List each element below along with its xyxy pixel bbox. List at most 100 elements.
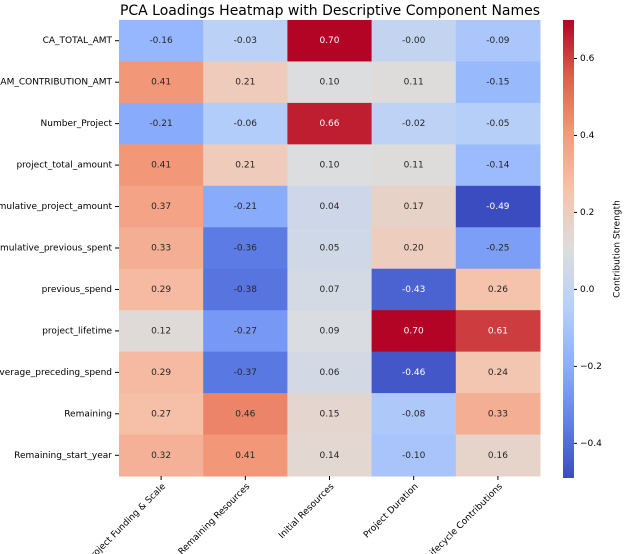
y-tick-label: Remaining <box>64 409 112 419</box>
heatmap-cell <box>203 20 288 62</box>
heatmap-cell <box>119 20 204 62</box>
heatmap-cell <box>371 61 457 104</box>
cell-label: 0.70 <box>319 36 339 46</box>
cell-label: 0.29 <box>151 368 171 378</box>
heatmap-cell <box>287 393 373 436</box>
cell-label: -0.37 <box>234 368 257 378</box>
x-tick-label: Remaining Resources <box>177 482 253 554</box>
heatmap-cell <box>119 393 204 436</box>
cell-label: -0.21 <box>149 119 172 129</box>
heatmap-cell <box>455 102 541 145</box>
cell-label: 0.29 <box>151 285 171 295</box>
cell-label: -0.06 <box>234 119 258 129</box>
heatmap-cell <box>371 227 457 270</box>
heatmap-cell <box>203 434 288 477</box>
heatmap-cell <box>371 20 457 62</box>
heatmap-cell <box>455 268 541 311</box>
cell-label: -0.49 <box>486 202 510 212</box>
colorbar-tick-label: −0.4 <box>580 439 602 449</box>
heatmap-cell <box>119 185 204 228</box>
cell-label: 0.10 <box>319 161 339 171</box>
cell-label: 0.20 <box>404 244 424 254</box>
heatmap-cell <box>119 310 204 353</box>
heatmap-cell <box>119 434 204 477</box>
cell-label: 0.09 <box>319 326 339 336</box>
cell-label: 0.37 <box>151 202 171 212</box>
heatmap-cell <box>371 393 457 436</box>
heatmap-cell <box>287 310 373 353</box>
x-tick-label: Project Duration <box>362 482 421 541</box>
cell-label: -0.05 <box>486 119 509 129</box>
heatmap-cell <box>371 434 457 477</box>
cell-label: 0.06 <box>319 368 339 378</box>
heatmap-cell <box>371 102 457 145</box>
cell-label: 0.10 <box>319 78 339 88</box>
colorbar-tick-label: 0.6 <box>580 54 595 64</box>
heatmap-cell <box>203 268 288 311</box>
x-tick-label: Project Funding & Scale <box>86 482 169 554</box>
cell-label: 0.17 <box>404 202 424 212</box>
cell-label: -0.14 <box>486 161 510 171</box>
cell-label: -0.43 <box>402 285 425 295</box>
cell-label: 0.32 <box>151 451 171 461</box>
x-tick-label: Initial Resources <box>277 482 336 541</box>
cell-label: -0.15 <box>486 78 509 88</box>
heatmap-cell <box>287 102 373 145</box>
heatmap-cell <box>203 227 288 270</box>
heatmap-cell <box>287 144 373 187</box>
heatmap-cell <box>455 393 541 436</box>
x-tick-label: Lifecycle Contributions <box>425 482 505 554</box>
heatmap-cell <box>203 310 288 353</box>
heatmap-cell <box>455 144 541 187</box>
cell-label: 0.11 <box>404 78 424 88</box>
cell-label: -0.03 <box>234 36 257 46</box>
colorbar <box>563 20 574 478</box>
cell-label: -0.00 <box>402 36 426 46</box>
heatmap-cell <box>287 185 373 228</box>
cell-label: 0.27 <box>151 409 171 419</box>
y-tick-label: project_total_amount <box>16 161 112 171</box>
heatmap-cell <box>119 227 204 270</box>
heatmap-cell <box>455 185 541 228</box>
cell-label: 0.70 <box>404 326 424 336</box>
heatmap-cell <box>119 351 204 394</box>
heatmap-cell <box>455 310 541 353</box>
heatmap-cell <box>287 434 373 477</box>
heatmap-cell <box>287 351 373 394</box>
cell-label: 0.15 <box>319 409 339 419</box>
cell-label: 0.04 <box>319 202 339 212</box>
y-tick-label: cummulative_project_amount <box>0 202 112 212</box>
heatmap-cell <box>203 185 288 228</box>
cell-label: -0.09 <box>486 36 510 46</box>
y-tick-label: project_lifetime <box>42 326 112 336</box>
cell-label: -0.46 <box>402 368 426 378</box>
colorbar-tick-label: 0.4 <box>580 131 595 141</box>
cell-label: -0.36 <box>234 244 258 254</box>
cell-label: 0.14 <box>319 451 339 461</box>
y-tick-label: average_preceding_spend <box>0 368 112 378</box>
heatmap-cell <box>119 144 204 187</box>
cell-label: -0.27 <box>234 326 257 336</box>
cell-label: 0.26 <box>488 285 508 295</box>
heatmap-cell <box>371 268 457 311</box>
colorbar-label: Contribution Strength <box>613 200 623 298</box>
heatmap-cell <box>455 227 541 270</box>
heatmap-cell <box>371 351 457 394</box>
heatmap-cell <box>203 102 288 145</box>
y-tick-label: Remaining_start_year <box>14 451 112 461</box>
cell-label: 0.41 <box>235 451 255 461</box>
cell-label: -0.10 <box>402 451 426 461</box>
heatmap-cell <box>287 227 373 270</box>
cell-label: 0.24 <box>488 368 508 378</box>
cell-label: -0.21 <box>234 202 257 212</box>
cell-label: 0.33 <box>488 409 508 419</box>
cell-label: -0.02 <box>402 119 425 129</box>
heatmap-cell <box>371 310 457 353</box>
cell-label: 0.61 <box>488 326 508 336</box>
heatmap-cell <box>455 20 541 62</box>
heatmap-cell <box>455 351 541 394</box>
cell-label: 0.41 <box>151 78 171 88</box>
heatmap-cell <box>119 61 204 104</box>
cell-label: 0.21 <box>235 161 255 171</box>
cell-label: 0.46 <box>235 409 255 419</box>
